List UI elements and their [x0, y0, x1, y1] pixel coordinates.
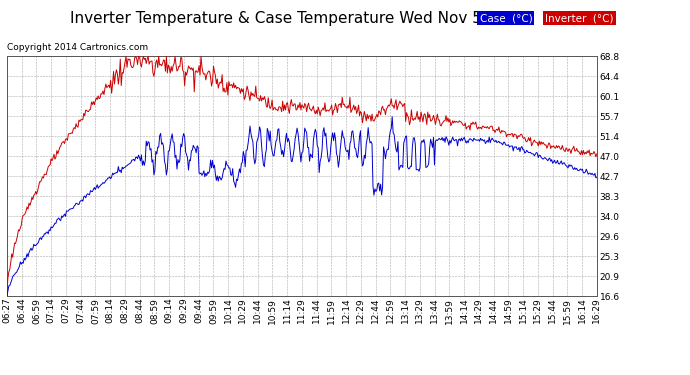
- Text: Inverter Temperature & Case Temperature Wed Nov 5 16:35: Inverter Temperature & Case Temperature …: [70, 11, 531, 26]
- Text: Inverter  (°C): Inverter (°C): [545, 13, 613, 23]
- Text: Copyright 2014 Cartronics.com: Copyright 2014 Cartronics.com: [7, 43, 148, 52]
- Text: Case  (°C): Case (°C): [480, 13, 532, 23]
